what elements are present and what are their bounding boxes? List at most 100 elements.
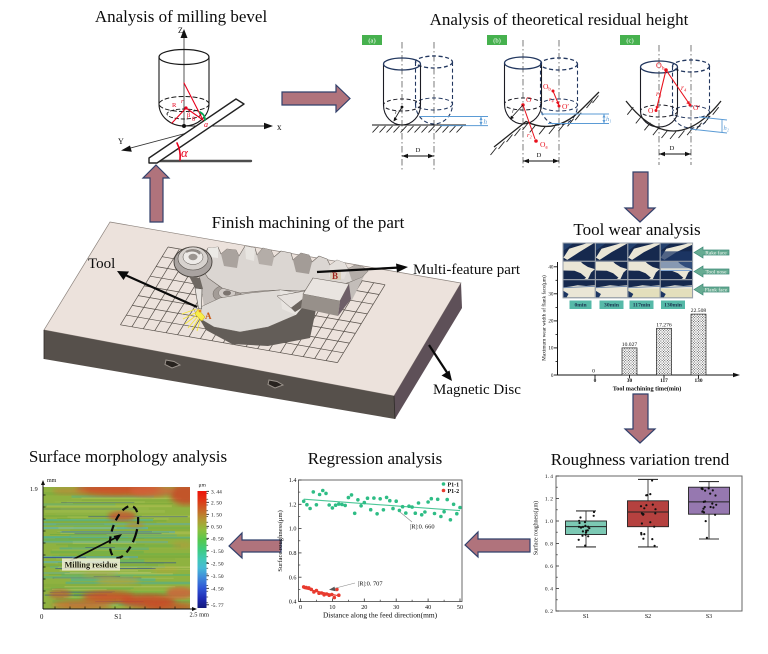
svg-text:0.4: 0.4: [289, 599, 297, 606]
svg-text:r₃: r₃: [656, 89, 662, 98]
svg-text:1.9: 1.9: [30, 486, 38, 493]
svg-text:130: 130: [694, 378, 702, 384]
svg-text:1. 50: 1. 50: [211, 513, 222, 519]
svg-text:(b): (b): [493, 38, 501, 45]
svg-text:1. 2: 1. 2: [545, 496, 553, 502]
svg-text:40: 40: [548, 265, 554, 271]
svg-text:Tool wear analysis: Tool wear analysis: [573, 220, 700, 239]
svg-text:30: 30: [548, 292, 554, 298]
svg-text:0: 0: [551, 373, 554, 379]
svg-text:R: R: [172, 102, 177, 109]
svg-text:Ob: Ob: [543, 82, 551, 93]
svg-text:0: 0: [299, 604, 302, 611]
svg-text:θ: θ: [192, 116, 195, 123]
svg-text:Multi-feature part: Multi-feature part: [413, 262, 521, 278]
svg-text:2. 50: 2. 50: [211, 501, 222, 507]
svg-text:μm: μm: [199, 483, 207, 489]
svg-text:10.027: 10.027: [622, 342, 638, 348]
svg-text:0. 6: 0. 6: [545, 564, 553, 570]
svg-text:Milling residue: Milling residue: [65, 561, 118, 570]
svg-text:S1: S1: [583, 614, 589, 620]
svg-text:A: A: [205, 311, 212, 321]
svg-text:130min: 130min: [664, 303, 683, 309]
svg-text:(a): (a): [368, 38, 375, 45]
svg-text:Regression analysis: Regression analysis: [308, 449, 443, 468]
svg-text:1.2: 1.2: [289, 501, 297, 508]
svg-text:30min: 30min: [604, 303, 620, 309]
svg-text:22.508: 22.508: [691, 308, 707, 314]
svg-text:0.6: 0.6: [289, 574, 297, 581]
svg-text:Maximum wear width of flank fa: Maximum wear width of flank face(μm): [541, 275, 548, 361]
svg-text:Distance along the feed direct: Distance along the feed direction(mm): [323, 611, 438, 620]
svg-text:0.8: 0.8: [289, 550, 297, 557]
svg-text:40: 40: [425, 604, 431, 611]
svg-text:Rake face: Rake face: [705, 250, 727, 257]
svg-text:Z: Z: [178, 26, 183, 35]
svg-text:Finish machining of the part: Finish machining of the part: [212, 213, 405, 232]
svg-text:1. 4: 1. 4: [545, 474, 553, 480]
svg-text:Roughness variation trend: Roughness variation trend: [551, 450, 730, 469]
svg-text:0: 0: [592, 369, 595, 375]
svg-text:Analysis of milling bevel: Analysis of milling bevel: [95, 7, 268, 26]
svg-text:P1-1: P1-1: [448, 482, 460, 488]
svg-text:30: 30: [393, 604, 399, 611]
svg-text:Oa: Oa: [540, 140, 548, 151]
svg-text:r₄: r₄: [549, 96, 555, 103]
svg-text:-5. 77: -5. 77: [211, 603, 224, 609]
svg-text:β: β: [187, 112, 191, 119]
svg-text:50: 50: [457, 604, 463, 611]
svg-text:20: 20: [548, 319, 554, 325]
svg-text:-0. 50: -0. 50: [211, 537, 224, 543]
svg-text:Y: Y: [118, 137, 124, 146]
svg-text:D: D: [416, 147, 421, 154]
svg-text:O: O: [648, 106, 654, 115]
svg-text:117: 117: [660, 378, 668, 384]
svg-text:α: α: [181, 145, 189, 160]
svg-text:S1: S1: [114, 613, 122, 621]
svg-text:Analysis of theoretical residu: Analysis of theoretical residual height: [430, 10, 689, 29]
svg-text:3. 44: 3. 44: [211, 490, 222, 496]
svg-text:Surface roughness(μm): Surface roughness(μm): [533, 501, 540, 555]
svg-text:10: 10: [329, 604, 335, 611]
svg-text:1.4: 1.4: [289, 477, 297, 484]
svg-text:h: h: [484, 118, 488, 126]
svg-text:D: D: [670, 145, 675, 152]
svg-text:0. 2: 0. 2: [545, 609, 553, 615]
svg-text:a: a: [204, 120, 208, 129]
svg-text:0. 50: 0. 50: [211, 525, 222, 531]
svg-text:0: 0: [594, 378, 597, 384]
svg-text:Magnetic Disc: Magnetic Disc: [433, 382, 521, 398]
svg-text:(c): (c): [626, 38, 633, 45]
svg-text:20: 20: [361, 604, 367, 611]
svg-text:Ob: Ob: [656, 61, 665, 72]
svg-text:1.0: 1.0: [289, 526, 297, 533]
svg-text:P1-2: P1-2: [448, 489, 460, 495]
svg-text:Tool nose: Tool nose: [705, 270, 727, 276]
svg-text:-2. 50: -2. 50: [211, 562, 224, 568]
svg-text:D: D: [537, 152, 542, 159]
svg-text:O: O: [526, 95, 532, 104]
svg-text:|R|:0. 660: |R|:0. 660: [410, 524, 435, 531]
svg-text:|R|:0. 707: |R|:0. 707: [358, 581, 383, 588]
svg-text:17.276: 17.276: [656, 322, 672, 328]
svg-text:30: 30: [627, 378, 633, 384]
svg-text:Surface roughness(μm): Surface roughness(μm): [277, 510, 284, 572]
svg-text:x: x: [277, 122, 282, 132]
svg-text:0: 0: [40, 614, 44, 621]
svg-text:O′: O′: [693, 103, 700, 112]
svg-text:r: r: [395, 110, 398, 116]
svg-text:h₂: h₂: [724, 125, 730, 132]
svg-text:Tool machining time(min): Tool machining time(min): [613, 386, 682, 393]
svg-text:Tool: Tool: [88, 256, 115, 272]
svg-text:S3: S3: [706, 614, 712, 620]
svg-text:Surface morphology analysis: Surface morphology analysis: [29, 447, 227, 466]
svg-text:-3. 50: -3. 50: [211, 574, 224, 580]
svg-text:r₂: r₂: [527, 132, 533, 139]
svg-text:2.5 mm: 2.5 mm: [190, 612, 210, 619]
svg-text:1. 0: 1. 0: [545, 519, 553, 525]
svg-text:-1. 50: -1. 50: [211, 549, 224, 555]
svg-text:0. 4: 0. 4: [545, 586, 553, 592]
svg-text:-4. 50: -4. 50: [211, 587, 224, 593]
svg-text:0. 8: 0. 8: [545, 541, 553, 547]
svg-text:O′: O′: [562, 102, 569, 111]
